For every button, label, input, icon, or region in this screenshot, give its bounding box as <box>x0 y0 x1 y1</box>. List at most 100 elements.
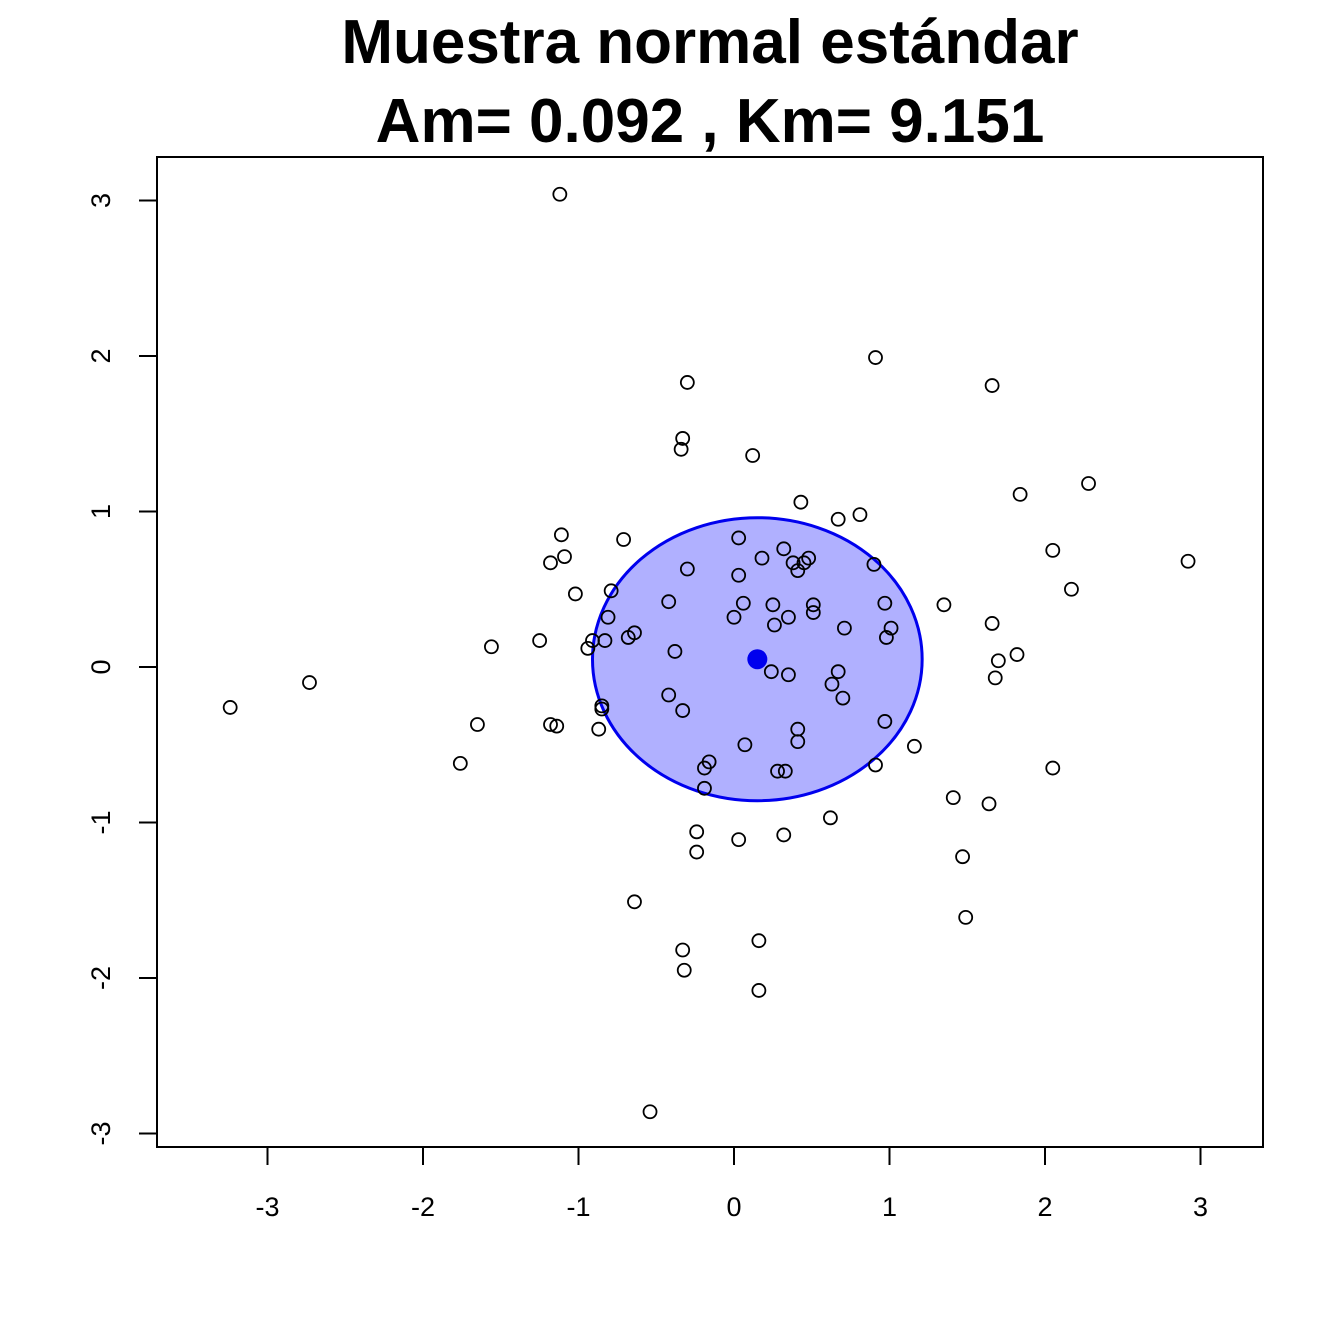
data-point-76 <box>906 738 922 754</box>
data-point-12 <box>553 527 569 543</box>
data-point-35 <box>877 595 893 611</box>
data-point-40 <box>805 605 821 620</box>
data-point-74 <box>790 734 806 750</box>
data-point-36 <box>936 597 952 613</box>
data-point-64 <box>222 700 238 715</box>
data-point-43 <box>837 620 852 636</box>
data-point-78 <box>868 757 883 773</box>
chart-title: Muestra normal estándar <box>341 8 1078 77</box>
y-tick-label-4: 1 <box>86 504 116 519</box>
data-point-14 <box>731 530 747 546</box>
points-layer <box>222 186 1196 1120</box>
data-point-82 <box>770 763 785 779</box>
data-point-1 <box>868 350 883 365</box>
x-tick-label-4: 1 <box>882 1192 897 1222</box>
data-point-55 <box>990 653 1006 669</box>
center-point <box>747 649 768 670</box>
y-tick-label-5: 2 <box>86 348 116 363</box>
data-point-37 <box>600 609 616 625</box>
data-point-39 <box>781 609 796 625</box>
data-point-27 <box>731 567 747 583</box>
data-point-21 <box>1180 553 1196 569</box>
data-point-34 <box>805 597 821 613</box>
data-point-13 <box>616 532 631 547</box>
y-tick-label-2: -1 <box>86 810 116 834</box>
data-point-7 <box>1081 476 1096 491</box>
data-point-19 <box>801 550 817 566</box>
data-point-99 <box>642 1104 658 1120</box>
data-point-71 <box>549 718 565 734</box>
data-point-75 <box>737 737 753 753</box>
data-point-46 <box>620 630 636 645</box>
data-point-11 <box>852 507 868 523</box>
x-tick-label-1: -2 <box>411 1192 435 1222</box>
y-tick-label-0: -3 <box>86 1121 116 1145</box>
data-point-30 <box>567 586 583 602</box>
data-point-89 <box>776 827 792 843</box>
data-point-97 <box>676 962 692 978</box>
data-point-54 <box>1009 647 1025 662</box>
data-point-28 <box>1064 581 1079 597</box>
data-point-38 <box>726 609 742 625</box>
x-axis: -3 -2 -1 0 1 2 3 <box>255 1146 1208 1222</box>
data-point-68 <box>877 714 893 729</box>
data-point-17 <box>557 549 572 564</box>
data-point-9 <box>793 494 809 510</box>
data-point-93 <box>958 909 974 925</box>
data-point-53 <box>667 644 683 659</box>
x-tick-label-3: 0 <box>726 1192 741 1222</box>
data-point-63 <box>835 690 851 706</box>
data-point-57 <box>830 664 846 680</box>
data-point-25 <box>679 561 695 577</box>
data-point-60 <box>302 675 317 690</box>
data-point-8 <box>1012 486 1028 502</box>
data-point-20 <box>543 555 558 571</box>
data-point-91 <box>689 844 705 860</box>
data-point-69 <box>470 717 485 732</box>
data-point-2 <box>679 375 695 390</box>
data-point-49 <box>597 633 613 648</box>
data-point-6 <box>745 448 761 463</box>
data-point-5 <box>673 441 689 457</box>
y-axis: -3 -2 -1 0 1 2 3 <box>86 193 158 1146</box>
data-point-80 <box>697 760 712 776</box>
data-point-41 <box>984 616 1000 631</box>
data-point-18 <box>754 550 770 566</box>
data-point-72 <box>591 721 607 737</box>
data-point-50 <box>878 630 894 645</box>
data-point-56 <box>763 664 779 680</box>
chart-subtitle: Am= 0.092 , Km= 9.151 <box>376 87 1045 156</box>
data-point-94 <box>627 894 642 910</box>
data-point-96 <box>675 942 691 958</box>
data-point-47 <box>532 633 548 648</box>
data-point-3 <box>984 378 1000 393</box>
data-point-87 <box>823 810 838 826</box>
data-point-58 <box>781 667 796 683</box>
data-point-84 <box>697 780 712 796</box>
data-point-24 <box>866 556 882 572</box>
data-point-67 <box>675 703 691 718</box>
data-point-90 <box>731 832 747 848</box>
data-point-44 <box>883 620 899 636</box>
data-point-31 <box>661 594 677 610</box>
y-tick-label-1: -2 <box>86 966 116 990</box>
x-tick-label-6: 3 <box>1193 1192 1208 1222</box>
y-tick-label-6: 3 <box>86 193 116 208</box>
data-point-95 <box>751 933 767 949</box>
data-point-85 <box>945 790 961 806</box>
data-point-83 <box>777 763 793 779</box>
x-tick-label-2: -1 <box>566 1192 590 1222</box>
data-point-29 <box>603 583 619 599</box>
x-tick-label-5: 2 <box>1037 1192 1052 1222</box>
data-point-0 <box>552 186 568 202</box>
data-point-32 <box>735 595 751 611</box>
data-point-86 <box>981 796 997 812</box>
data-point-98 <box>751 983 767 998</box>
data-point-62 <box>661 687 677 703</box>
data-point-16 <box>776 541 792 557</box>
data-point-33 <box>765 597 781 613</box>
data-point-4 <box>675 431 691 446</box>
data-point-26 <box>790 563 806 578</box>
x-tick-label-0: -3 <box>255 1192 279 1222</box>
